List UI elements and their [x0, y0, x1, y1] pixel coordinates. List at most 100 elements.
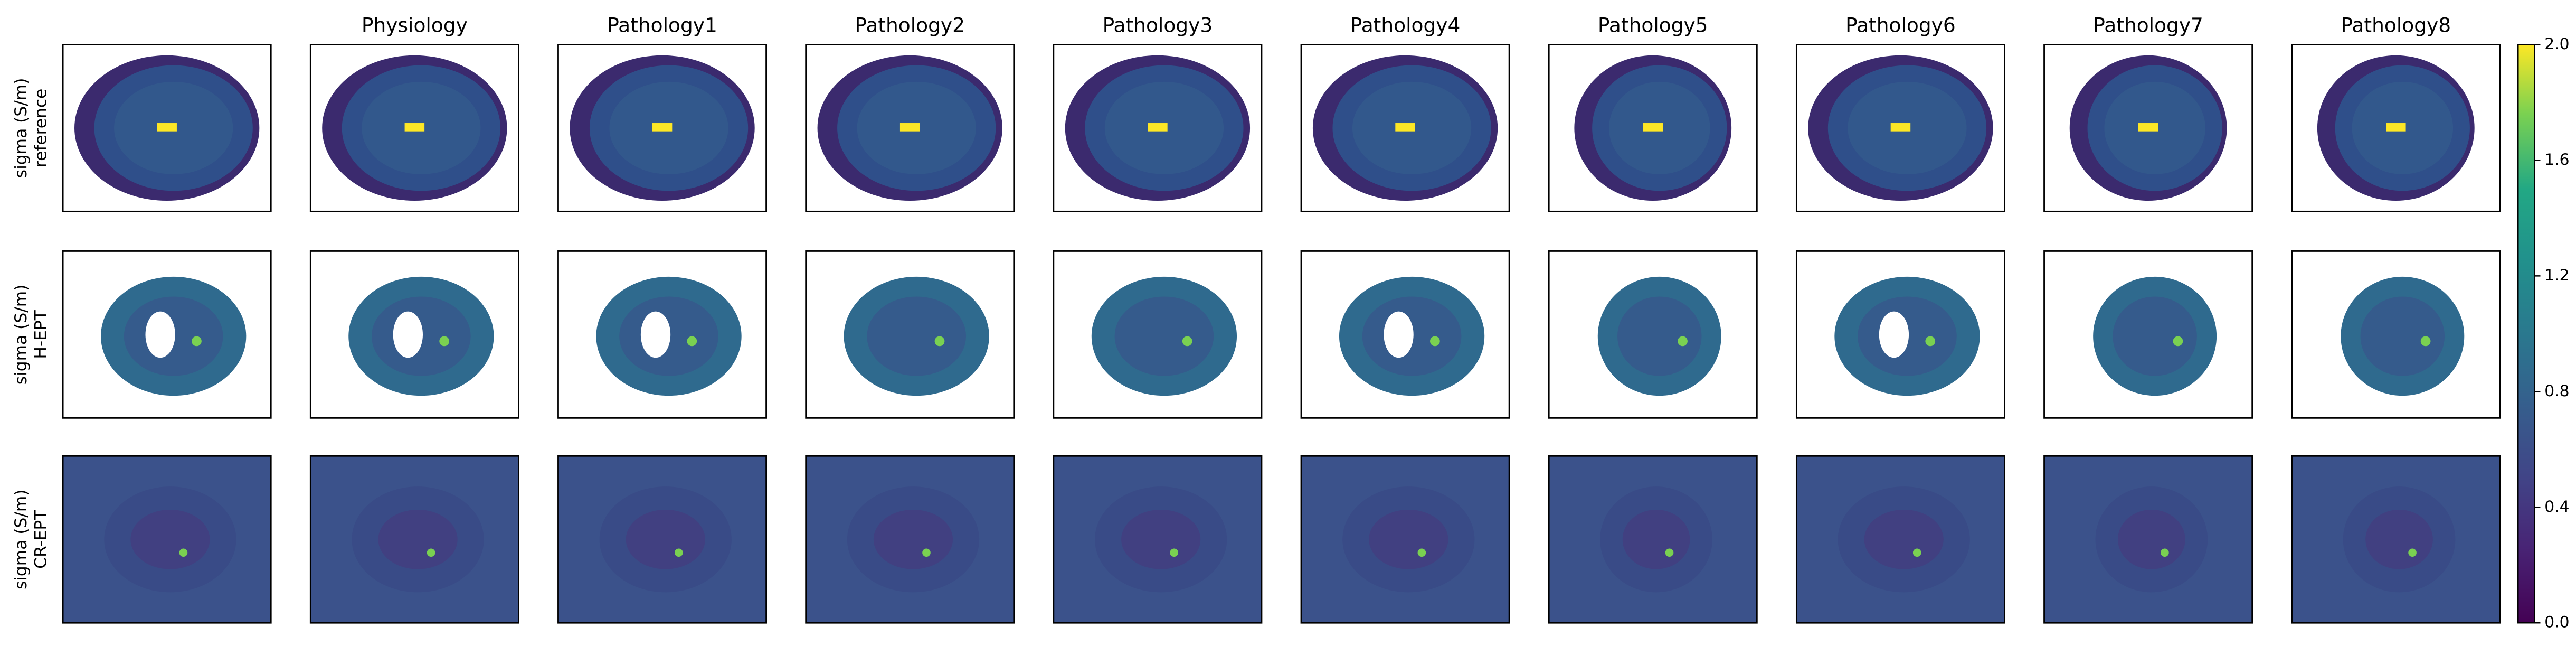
- ventricle: [2386, 123, 2406, 132]
- hotspot: [1417, 548, 1426, 557]
- panel-frame: [1053, 455, 1263, 624]
- hotspot: [1912, 548, 1921, 557]
- panel-frame: [1548, 455, 1758, 624]
- image-panel: [1795, 455, 2005, 624]
- image-panel: [1053, 250, 1263, 419]
- colorbar-tick-label: 2.0: [2544, 35, 2569, 53]
- panel-frame: [2291, 250, 2501, 419]
- hotspot: [1665, 548, 1674, 557]
- image-panel: [62, 44, 272, 212]
- image-panel: [557, 455, 767, 624]
- brain-inner: [1864, 509, 1944, 569]
- panel-frame: [62, 44, 272, 212]
- column-title: Pathology3: [1103, 14, 1213, 37]
- colorbar-tick-label: 1.6: [2544, 151, 2569, 169]
- panel-frame: [1300, 250, 1510, 419]
- hotspot: [427, 548, 435, 557]
- hotspot: [674, 548, 683, 557]
- hotspot: [1678, 336, 1688, 347]
- panel-frame: [1795, 44, 2005, 212]
- column-title: Pathology8: [2341, 14, 2451, 37]
- panel-frame: [805, 455, 1015, 624]
- image-panel: [309, 250, 519, 419]
- panel-frame: [2291, 44, 2501, 212]
- panel-frame: [557, 455, 767, 624]
- ventricle: [1890, 123, 1911, 132]
- brain-inner: [2113, 296, 2197, 376]
- image-panel: [557, 44, 767, 212]
- brain-inner: [867, 296, 967, 376]
- hotspot: [2161, 548, 2169, 557]
- brain-inner: [1617, 296, 1702, 376]
- row-label: sigma (S/m): [12, 285, 31, 385]
- hotspot: [2173, 336, 2183, 347]
- colorbar-tick-label: 0.4: [2544, 498, 2569, 516]
- ventricle: [157, 123, 177, 132]
- panel-frame: [1795, 455, 2005, 624]
- hotspot: [179, 548, 188, 557]
- hotspot: [192, 336, 202, 347]
- panel-frame: [309, 250, 519, 419]
- image-panel: [1548, 44, 1758, 212]
- panel-frame: [1053, 250, 1263, 419]
- panel-frame: [1300, 455, 1510, 624]
- column-title: Pathology4: [1350, 14, 1461, 37]
- panel-frame: [1053, 44, 1263, 212]
- image-panel: [2291, 250, 2501, 419]
- panel-frame: [1548, 250, 1758, 419]
- hotspot: [1925, 336, 1936, 347]
- image-panel: [309, 455, 519, 624]
- panel-frame: [62, 250, 272, 419]
- image-panel: [1300, 44, 1510, 212]
- ventricle: [899, 123, 920, 132]
- brain-inner: [1114, 296, 1214, 376]
- colorbar: [2517, 44, 2535, 624]
- image-panel: [805, 250, 1015, 419]
- brain-inner: [1369, 509, 1448, 569]
- brain-inner: [873, 509, 953, 569]
- row-label: H-EPT: [31, 310, 50, 359]
- image-panel: [805, 44, 1015, 212]
- image-panel: [1053, 44, 1263, 212]
- image-panel: [1053, 455, 1263, 624]
- brain-inner: [2365, 509, 2433, 569]
- hotspot: [2408, 548, 2417, 557]
- image-panel: [2043, 455, 2253, 624]
- image-panel: [62, 250, 272, 419]
- colorbar-tick-label: 0.0: [2544, 613, 2569, 632]
- ventricle: [1148, 123, 1168, 132]
- brain-inner: [378, 509, 458, 569]
- image-panel: [805, 455, 1015, 624]
- ventricle: [1395, 123, 1415, 132]
- brain-inner: [2360, 296, 2445, 376]
- image-panel: [557, 250, 767, 419]
- image-panel: [1795, 44, 2005, 212]
- void: [1879, 311, 1909, 358]
- panel-frame: [805, 44, 1015, 212]
- panel-frame: [309, 455, 519, 624]
- row-label: reference: [31, 89, 50, 167]
- image-panel: [2043, 44, 2253, 212]
- brain-inner: [2118, 509, 2185, 569]
- hotspot: [439, 336, 450, 347]
- panel-frame: [805, 250, 1015, 419]
- column-title: Physiology: [362, 14, 468, 37]
- hotspot: [934, 336, 945, 347]
- row-label: CR-EPT: [31, 510, 50, 569]
- panel-frame: [1548, 44, 1758, 212]
- hotspot: [1182, 336, 1192, 347]
- panel-frame: [1795, 250, 2005, 419]
- brain-inner: [626, 509, 705, 569]
- panel-frame: [557, 44, 767, 212]
- hotspot: [2420, 336, 2431, 347]
- hotspot: [1429, 336, 1440, 347]
- colorbar-tick-label: 1.2: [2544, 266, 2569, 285]
- void: [393, 311, 423, 358]
- image-panel: [2043, 250, 2253, 419]
- panel-frame: [1300, 44, 1510, 212]
- panel-frame: [2291, 455, 2501, 624]
- panel-frame: [2043, 250, 2253, 419]
- panel-frame: [2043, 455, 2253, 624]
